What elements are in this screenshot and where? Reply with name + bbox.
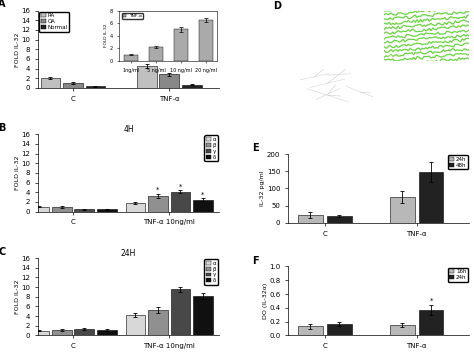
Legend: RA, OA, Normal: RA, OA, Normal <box>39 12 69 32</box>
Text: A: A <box>0 0 6 10</box>
Bar <box>298 327 323 335</box>
Bar <box>126 315 146 335</box>
Text: *: * <box>429 298 433 304</box>
Bar <box>419 172 444 223</box>
Text: F: F <box>252 256 258 266</box>
Y-axis label: FOLD IL-32: FOLD IL-32 <box>15 156 20 190</box>
Y-axis label: IL-32 pg/ml: IL-32 pg/ml <box>261 171 265 206</box>
Bar <box>390 325 415 335</box>
Bar <box>193 199 213 212</box>
Bar <box>298 215 323 223</box>
Text: *: * <box>179 184 182 190</box>
Text: B: B <box>0 123 5 133</box>
Bar <box>85 86 105 88</box>
Bar <box>97 209 117 212</box>
Bar <box>159 74 179 88</box>
Bar <box>126 203 146 212</box>
Bar <box>29 207 49 212</box>
Legend: α, β, γ, δ: α, β, γ, δ <box>204 259 218 285</box>
Bar <box>327 324 352 335</box>
Y-axis label: DO (IL-32α): DO (IL-32α) <box>263 283 268 319</box>
Bar <box>171 289 190 335</box>
Bar <box>40 78 60 88</box>
Bar <box>52 207 72 212</box>
Bar <box>171 192 190 212</box>
Bar <box>97 330 117 335</box>
Bar <box>327 216 352 223</box>
Legend: 24h, 48h: 24h, 48h <box>447 155 468 169</box>
Y-axis label: FOLD IL-32: FOLD IL-32 <box>15 280 20 314</box>
Bar <box>148 310 168 335</box>
Bar <box>52 330 72 335</box>
Bar <box>148 196 168 212</box>
Bar <box>390 197 415 223</box>
Bar <box>74 329 94 335</box>
Title: 4H: 4H <box>123 125 134 134</box>
Bar <box>419 310 444 335</box>
Text: C: C <box>0 247 5 257</box>
Y-axis label: FOLD IL-32: FOLD IL-32 <box>15 32 20 66</box>
Bar <box>182 85 201 88</box>
Text: D: D <box>273 1 282 11</box>
Text: *: * <box>201 191 205 197</box>
Title: 24H: 24H <box>121 249 136 258</box>
Bar <box>137 66 156 88</box>
Bar <box>29 330 49 335</box>
Bar <box>193 296 213 335</box>
Bar <box>74 209 94 212</box>
Text: E: E <box>252 143 258 153</box>
Bar <box>63 83 83 88</box>
Text: *: * <box>156 187 160 193</box>
Legend: α, β, γ, δ: α, β, γ, δ <box>204 136 218 161</box>
Legend: 16h, 24h: 16h, 24h <box>447 268 468 282</box>
